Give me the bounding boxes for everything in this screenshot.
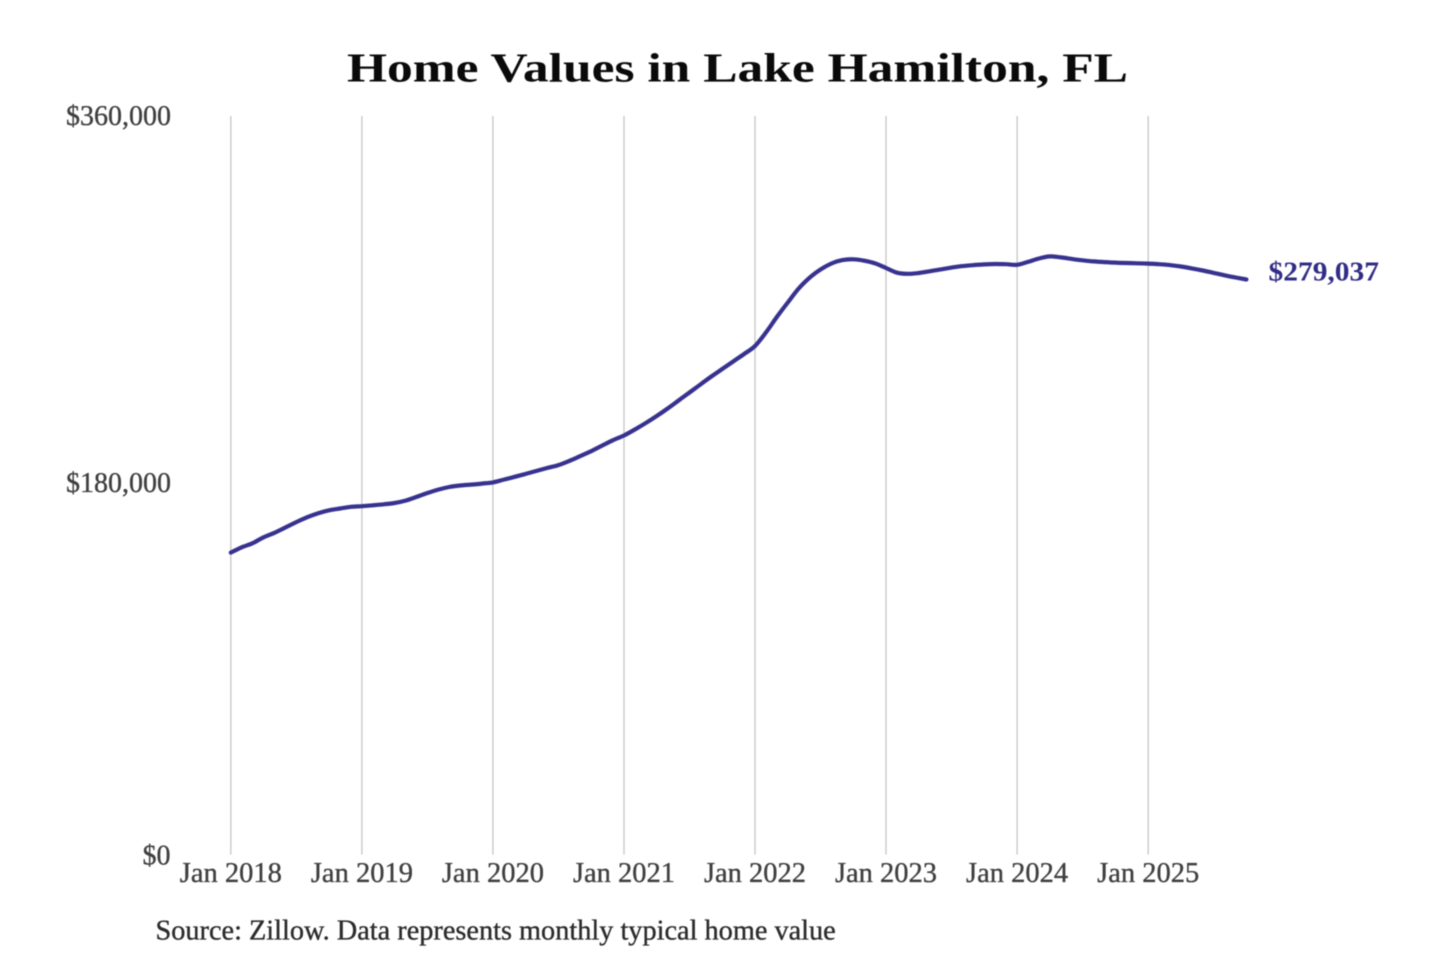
- svg-text:Jan 2023: Jan 2023: [835, 858, 937, 889]
- svg-text:Jan 2022: Jan 2022: [704, 858, 806, 889]
- svg-text:$360,000: $360,000: [66, 101, 171, 132]
- svg-text:$180,000: $180,000: [66, 468, 171, 499]
- svg-text:$0: $0: [143, 841, 171, 872]
- svg-text:$279,037: $279,037: [1269, 255, 1380, 286]
- svg-text:Jan 2020: Jan 2020: [442, 858, 544, 889]
- svg-text:Jan 2019: Jan 2019: [311, 858, 413, 889]
- svg-text:Jan 2018: Jan 2018: [180, 858, 282, 889]
- svg-text:Source: Zillow. Data represent: Source: Zillow. Data represents monthly …: [156, 916, 836, 947]
- svg-text:Jan 2024: Jan 2024: [966, 858, 1068, 889]
- svg-text:Home Values in Lake Hamilton,: Home Values in Lake Hamilton, FL: [347, 45, 1128, 91]
- svg-text:Jan 2025: Jan 2025: [1097, 858, 1199, 889]
- svg-text:Jan 2021: Jan 2021: [573, 858, 675, 889]
